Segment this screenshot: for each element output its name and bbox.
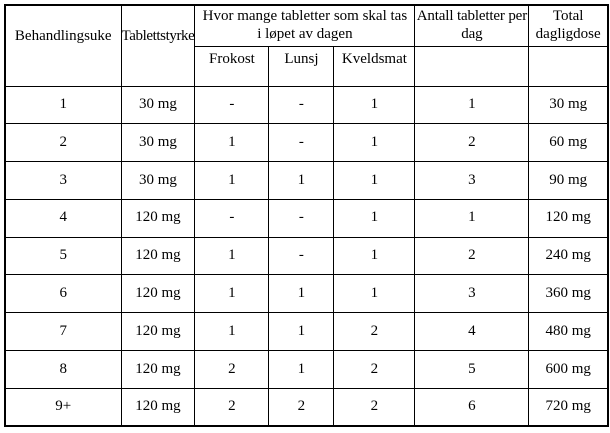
cell-tablets-per-day: 4 xyxy=(414,312,530,352)
header-lunch: Lunsj xyxy=(268,45,335,87)
cell-total-daily-dose: 240 mg xyxy=(528,236,609,276)
cell-lunch: - xyxy=(268,236,335,276)
cell-breakfast: 1 xyxy=(194,312,270,352)
cell-breakfast: 2 xyxy=(194,350,270,389)
cell-strength: 120 mg xyxy=(120,236,196,276)
cell-breakfast: - xyxy=(194,85,270,125)
cell-week: 1 xyxy=(4,85,122,125)
cell-supper: 1 xyxy=(333,236,416,276)
cell-supper: 2 xyxy=(333,350,416,389)
cell-lunch: - xyxy=(268,198,335,238)
header-total-daily-dose-spacer xyxy=(528,45,609,87)
cell-strength: 120 mg xyxy=(120,387,196,427)
cell-lunch: 1 xyxy=(268,274,335,314)
cell-breakfast: 1 xyxy=(194,161,270,200)
table-row: 7 120 mg 1 1 2 4 480 mg xyxy=(4,312,609,352)
cell-supper: 1 xyxy=(333,198,416,238)
cell-week: 4 xyxy=(4,198,122,238)
cell-total-daily-dose: 360 mg xyxy=(528,274,609,314)
cell-total-daily-dose: 120 mg xyxy=(528,198,609,238)
cell-breakfast: 1 xyxy=(194,274,270,314)
dosing-table: Behandlingsuke Tablettstyrke Hvor mange … xyxy=(4,4,609,428)
cell-supper: 1 xyxy=(333,161,416,200)
table-row: 1 30 mg - -1 1 30 mg xyxy=(4,85,609,125)
table-row: 4 120 mg - -1 1 120 mg xyxy=(4,198,609,238)
header-strength: Tablettstyrke xyxy=(120,4,196,87)
cell-total-daily-dose: 30 mg xyxy=(528,85,609,125)
cell-strength: 120 mg xyxy=(120,198,196,238)
header-total-daily-dose: Total dagligdose xyxy=(528,4,609,47)
cell-tablets-per-day: 3 xyxy=(414,274,530,314)
header-breakfast: Frokost xyxy=(194,45,270,87)
table-row: 9+ 120 mg 2 2 2 6 720 mg xyxy=(4,387,609,427)
cell-week: 3 xyxy=(4,161,122,200)
cell-strength: 120 mg xyxy=(120,350,196,389)
cell-strength: 120 mg xyxy=(120,274,196,314)
cell-supper: 1 xyxy=(333,274,416,314)
header-intake-group: Hvor mange tabletter som skal tas i løpe… xyxy=(194,4,416,47)
cell-tablets-per-day: 2 xyxy=(414,123,530,163)
cell-week: 5 xyxy=(4,236,122,276)
table-row: 3 30 mg 1 1 1 3 90 mg xyxy=(4,161,609,200)
cell-breakfast: 2 xyxy=(194,387,270,427)
cell-week: 8 xyxy=(4,350,122,389)
cell-strength: 30 mg xyxy=(120,123,196,163)
header-row-2: Frokost Lunsj Kveldsmat xyxy=(5,45,609,87)
header-tablets-per-day-spacer xyxy=(414,45,530,87)
cell-total-daily-dose: 480 mg xyxy=(528,312,609,352)
cell-total-daily-dose: 60 mg xyxy=(528,123,609,163)
header-row-1: Behandlingsuke Tablettstyrke Hvor mange … xyxy=(4,4,609,87)
cell-breakfast: 1 xyxy=(194,236,270,276)
cell-week: 9+ xyxy=(4,387,122,427)
cell-tablets-per-day: 3 xyxy=(414,161,530,200)
header-week: Behandlingsuke xyxy=(4,4,122,87)
cell-tablets-per-day: 1 xyxy=(414,85,530,125)
cell-week: 6 xyxy=(4,274,122,314)
cell-supper: 2 xyxy=(333,312,416,352)
cell-supper: 2 xyxy=(333,387,416,427)
table-row: 5 120 mg 1-1 2 240 mg xyxy=(4,236,609,276)
cell-lunch: 1 xyxy=(268,312,335,352)
cell-lunch: - xyxy=(268,85,335,125)
table-row: 2 30 mg 1-1 2 60 mg xyxy=(4,123,609,163)
cell-tablets-per-day: 5 xyxy=(414,350,530,389)
header-supper: Kveldsmat xyxy=(333,45,416,87)
table-row: 6 120 mg 1 1 1 3 360 mg xyxy=(4,274,609,314)
table-header: Behandlingsuke Tablettstyrke Hvor mange … xyxy=(4,4,609,87)
cell-strength: 30 mg xyxy=(120,161,196,200)
cell-week: 2 xyxy=(4,123,122,163)
cell-supper: 1 xyxy=(333,123,416,163)
cell-lunch: 2 xyxy=(268,387,335,427)
table-body: 1 30 mg - -1 1 30 mg 2 30 mg 1-1 2 60 mg 3 30 mg 1 1 1 3… xyxy=(4,85,609,427)
cell-total-daily-dose: 90 mg xyxy=(528,161,609,200)
cell-tablets-per-day: 1 xyxy=(414,198,530,238)
cell-lunch: - xyxy=(268,123,335,163)
cell-breakfast: 1 xyxy=(194,123,270,163)
cell-strength: 30 mg xyxy=(120,85,196,125)
cell-lunch: 1 xyxy=(268,350,335,389)
cell-total-daily-dose: 720 mg xyxy=(528,387,609,427)
cell-week: 7 xyxy=(4,312,122,352)
cell-tablets-per-day: 2 xyxy=(414,236,530,276)
cell-tablets-per-day: 6 xyxy=(414,387,530,427)
cell-breakfast: - xyxy=(194,198,270,238)
table-row: 8 120 mg 2 1 2 5 600 mg xyxy=(4,350,609,389)
cell-total-daily-dose: 600 mg xyxy=(528,350,609,389)
cell-lunch: 1 xyxy=(268,161,335,200)
cell-strength: 120 mg xyxy=(120,312,196,352)
header-tablets-per-day: Antall tabletter per dag xyxy=(414,4,530,47)
cell-supper: 1 xyxy=(333,85,416,125)
